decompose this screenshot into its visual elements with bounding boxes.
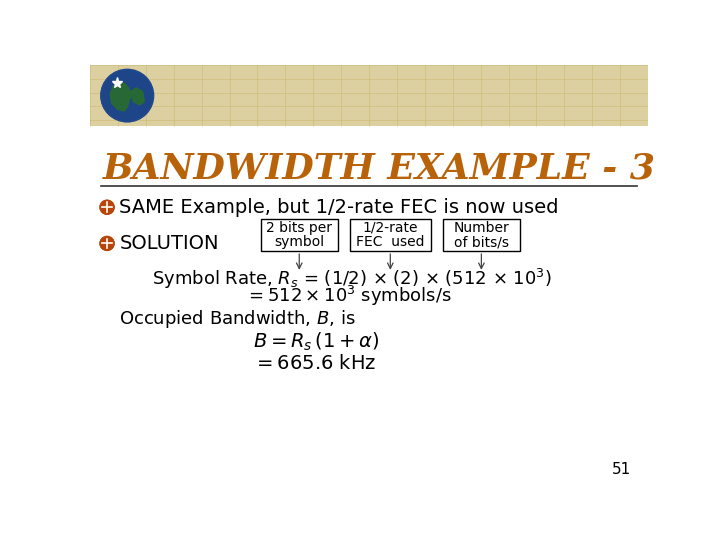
Text: symbol: symbol	[274, 235, 324, 249]
Text: $= 512 \times 10^3$ symbols/s: $= 512 \times 10^3$ symbols/s	[245, 284, 451, 308]
Circle shape	[100, 200, 114, 214]
Polygon shape	[130, 88, 144, 105]
Text: FEC  used: FEC used	[356, 235, 425, 249]
Bar	[261, 219, 338, 251]
Text: BANDWIDTH EXAMPLE - 3: BANDWIDTH EXAMPLE - 3	[102, 152, 655, 186]
Text: SOLUTION: SOLUTION	[120, 234, 219, 253]
Bar	[90, 65, 648, 126]
Text: 51: 51	[612, 462, 631, 477]
Circle shape	[101, 70, 153, 122]
Polygon shape	[110, 82, 130, 111]
Text: Occupied Bandwidth, $B$, is: Occupied Bandwidth, $B$, is	[120, 308, 356, 330]
Text: SAME Example, but 1/2-rate FEC is now used: SAME Example, but 1/2-rate FEC is now us…	[120, 198, 559, 217]
Bar	[443, 219, 520, 251]
Text: 1/2-rate: 1/2-rate	[363, 221, 418, 235]
Text: 2 bits per: 2 bits per	[266, 221, 332, 235]
Text: of bits/s: of bits/s	[454, 235, 509, 249]
Text: $B = R_s\,( 1 + \alpha )$: $B = R_s\,( 1 + \alpha )$	[253, 331, 379, 353]
Text: Symbol Rate, $R_s$ = (1/2) $\times$ (2) $\times$ (512 $\times$ 10$^3$): Symbol Rate, $R_s$ = (1/2) $\times$ (2) …	[152, 267, 552, 291]
Circle shape	[101, 70, 153, 122]
Text: $= 665.6$ kHz: $= 665.6$ kHz	[253, 354, 376, 373]
Text: Number: Number	[454, 221, 509, 235]
Circle shape	[100, 237, 114, 251]
Bar	[350, 219, 431, 251]
